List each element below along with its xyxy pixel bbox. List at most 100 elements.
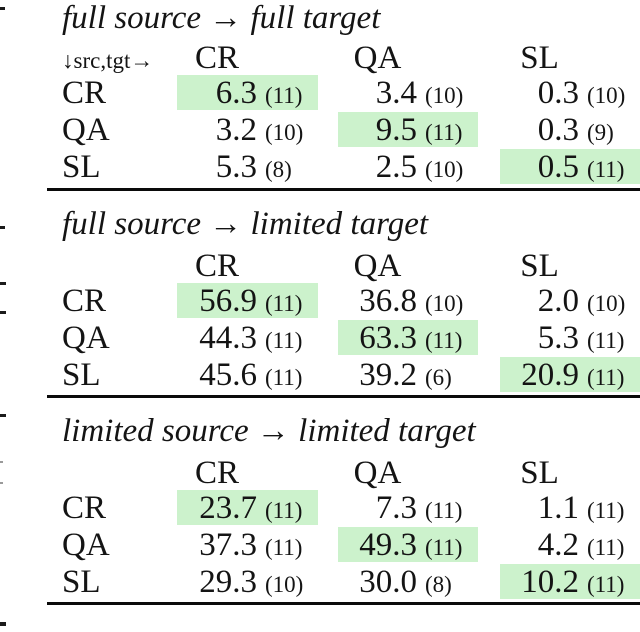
table-row: CR 6.3 (11) 3.4 (10) 0.3 (10) xyxy=(47,74,640,111)
cell-count: (11) xyxy=(425,535,463,560)
value-cell: 37.3 (11) xyxy=(177,527,318,564)
cell-value: 0.3 xyxy=(537,112,579,148)
cell-count: (10) xyxy=(425,83,464,108)
cell-count: (10) xyxy=(587,83,626,108)
value-cell: 20.9 (11) xyxy=(500,356,640,393)
header-row: CR QA SL xyxy=(47,455,640,491)
cell-value: 4.2 xyxy=(537,527,579,563)
cell-value: 44.3 xyxy=(199,320,257,356)
value-cell: 3.2 (10) xyxy=(177,112,318,149)
col-header-qa: QA xyxy=(353,455,402,491)
cell-count: (11) xyxy=(587,365,625,390)
section-full-full: full source → full target ↓src,tgt→ CR Q… xyxy=(47,0,640,191)
cell-count: (11) xyxy=(265,498,303,523)
cell-count: (11) xyxy=(587,498,625,523)
cell-value: 9.5 xyxy=(375,112,417,148)
cell-count: (11) xyxy=(587,535,625,560)
cell-count: (10) xyxy=(587,291,626,316)
value-cell: 30.0 (8) xyxy=(338,564,478,601)
col-header-cr: CR xyxy=(194,248,240,284)
row-label: CR xyxy=(62,283,107,319)
cell-value: 5.3 xyxy=(537,320,579,356)
value-cell: 3.4 (10) xyxy=(338,75,478,112)
src-tgt-legend-text: ↓src,tgt→ xyxy=(62,48,154,73)
cell-count: (11) xyxy=(587,157,625,182)
row-label: QA xyxy=(62,320,110,356)
table-row: QA 44.3 (11) 63.3 (11) 5.3 (11) xyxy=(47,319,640,356)
table-row: SL 45.6 (11) 39.2 (6) 20.9 (11) xyxy=(47,356,640,393)
cell-value: 30.0 xyxy=(359,564,417,600)
cell-count: (10) xyxy=(265,120,304,145)
cell-value: 63.3 xyxy=(359,320,417,356)
edge-tick-artifact xyxy=(0,311,6,314)
row-label: SL xyxy=(62,564,101,600)
table-row: QA 37.3 (11) 49.3 (11) 4.2 (11) xyxy=(47,526,640,563)
header-row: ↓src,tgt→ CR QA SL xyxy=(47,40,640,76)
value-cell: 6.3 (11) xyxy=(177,74,318,111)
cell-value: 36.8 xyxy=(359,283,417,319)
row-label: CR xyxy=(62,490,107,526)
header-row: CR QA SL xyxy=(47,248,640,284)
cell-value: 10.2 xyxy=(521,564,579,600)
value-cell: 2.5 (10) xyxy=(338,149,478,186)
section-divider xyxy=(47,188,640,191)
cell-value: 6.3 xyxy=(215,75,257,111)
cell-count: (11) xyxy=(265,291,303,316)
col-header-qa: QA xyxy=(353,248,402,284)
cell-count: (11) xyxy=(425,120,463,145)
cell-value: 49.3 xyxy=(359,527,417,563)
cell-count: (11) xyxy=(587,328,625,353)
cell-count: (11) xyxy=(265,83,303,108)
cell-value: 0.5 xyxy=(537,149,579,185)
section-limited-limited: limited source → limited target CR QA SL… xyxy=(47,413,640,605)
cell-count: (6) xyxy=(425,365,452,390)
value-cell: 4.2 (11) xyxy=(500,527,640,564)
row-label: CR xyxy=(62,75,107,111)
cell-count: (9) xyxy=(587,120,614,145)
row-label: SL xyxy=(62,357,101,393)
cell-value: 5.3 xyxy=(215,149,257,185)
value-cell: 29.3 (10) xyxy=(177,564,318,601)
value-cell: 7.3 (11) xyxy=(338,490,478,527)
cell-count: (11) xyxy=(425,328,463,353)
row-label: QA xyxy=(62,527,110,563)
value-cell: 39.2 (6) xyxy=(338,357,478,394)
value-cell: 1.1 (11) xyxy=(500,490,640,527)
value-cell: 5.3 (8) xyxy=(177,149,318,186)
value-cell: 56.9 (11) xyxy=(177,282,318,319)
value-cell: 10.2 (11) xyxy=(500,563,640,600)
value-cell: 0.3 (10) xyxy=(500,75,640,112)
value-cell: 5.3 (11) xyxy=(500,320,640,357)
edge-tick-artifact xyxy=(0,226,5,229)
section-title: full source → limited target xyxy=(62,206,429,242)
cell-count: (11) xyxy=(587,572,625,597)
cell-value: 7.3 xyxy=(375,490,417,526)
cell-value: 45.6 xyxy=(199,357,257,393)
cell-count: (8) xyxy=(265,157,292,182)
value-cell: 63.3 (11) xyxy=(338,319,478,356)
cell-count: (11) xyxy=(265,535,303,560)
table-row: QA 3.2 (10) 9.5 (11) 0.3 (9) xyxy=(47,111,640,148)
edge-tick-artifact xyxy=(0,622,6,626)
table-row: CR 56.9 (11) 36.8 (10) 2.0 (10) xyxy=(47,282,640,319)
cell-value: 56.9 xyxy=(199,283,257,319)
value-cell: 49.3 (11) xyxy=(338,526,478,563)
table-row: SL 29.3 (10) 30.0 (8) 10.2 (11) xyxy=(47,563,640,600)
results-table: full source → full target ↓src,tgt→ CR Q… xyxy=(47,0,640,605)
table-row: SL 5.3 (8) 2.5 (10) 0.5 (11) xyxy=(47,148,640,185)
cell-value: 2.5 xyxy=(375,149,417,185)
value-cell: 23.7 (11) xyxy=(177,489,318,526)
value-cell: 0.3 (9) xyxy=(500,112,640,149)
col-header-cr: CR xyxy=(194,40,240,76)
cell-count: (11) xyxy=(425,498,463,523)
row-label: QA xyxy=(62,112,110,148)
cell-count: (10) xyxy=(265,572,304,597)
edge-tick-artifact xyxy=(0,282,6,285)
cell-value: 39.2 xyxy=(359,357,417,393)
cell-value: 0.3 xyxy=(537,75,579,111)
table-row: CR 23.7 (11) 7.3 (11) 1.1 (11) xyxy=(47,489,640,526)
cell-value: 37.3 xyxy=(199,527,257,563)
cell-value: 29.3 xyxy=(199,564,257,600)
value-cell: 2.0 (10) xyxy=(500,283,640,320)
